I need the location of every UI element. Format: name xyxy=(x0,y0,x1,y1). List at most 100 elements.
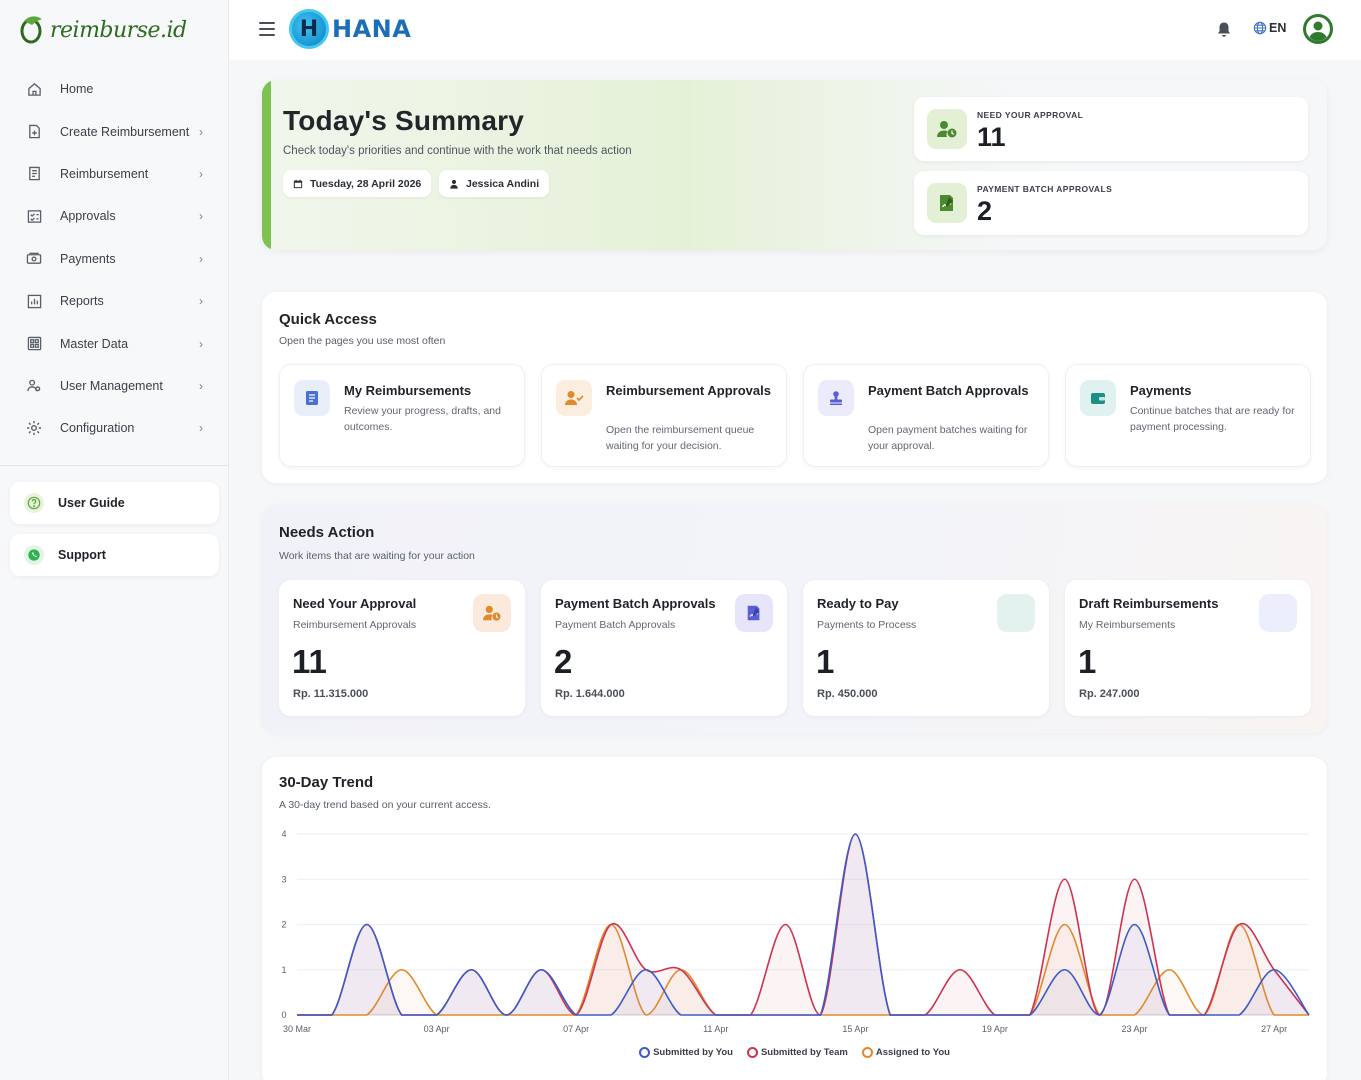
chevron-right-icon: › xyxy=(199,124,203,139)
quick-access-desc: Review your progress, drafts, and outcom… xyxy=(344,405,501,433)
needs-action-payment-batch-approvals[interactable]: Payment Batch Approvals Payment Batch Ap… xyxy=(541,580,787,716)
section-subtitle: Work items that are waiting for your act… xyxy=(279,550,475,562)
sidebar-item-payments[interactable]: Payments › xyxy=(0,238,229,280)
document-add-icon xyxy=(26,124,42,140)
section-subtitle: Open the pages you use most often xyxy=(279,335,446,347)
sidebar: reimburse.id Home Create Reimbursement ›… xyxy=(0,0,229,1080)
sidebar-item-home[interactable]: Home xyxy=(0,68,229,110)
quick-access-payments[interactable]: Payments Continue batches that are ready… xyxy=(1065,364,1311,467)
summary-subtitle: Check today's priorities and continue wi… xyxy=(283,145,632,157)
x-tick-label: 23 Apr xyxy=(1122,1024,1148,1034)
brand-name: HANA xyxy=(332,15,412,43)
sidebar-item-create-reimbursement[interactable]: Create Reimbursement › xyxy=(0,110,229,152)
stat-label: NEED YOUR APPROVAL xyxy=(977,110,1084,120)
chart-legend: Submitted by You Submitted by Team Assig… xyxy=(262,1047,1327,1058)
needs-action-ready-to-pay[interactable]: Ready to Pay Payments to Process 1 Rp. 4… xyxy=(803,580,1049,716)
summary-accent-bar xyxy=(262,80,271,250)
sidebar-item-reimbursement[interactable]: Reimbursement › xyxy=(0,153,229,195)
legend-marker xyxy=(639,1047,651,1058)
wallet-icon xyxy=(1080,380,1116,416)
sidebar-item-approvals[interactable]: Approvals › xyxy=(0,195,229,237)
card-title: Ready to Pay xyxy=(817,596,899,611)
whatsapp-icon xyxy=(24,545,44,565)
quick-access-my-reimbursements[interactable]: My Reimbursements Review your progress, … xyxy=(279,364,525,467)
section-title: Needs Action xyxy=(279,524,375,541)
card-count: 2 xyxy=(554,643,573,680)
card-title: Draft Reimbursements xyxy=(1079,596,1219,611)
quick-access-title: Payments xyxy=(1130,383,1192,398)
bell-icon[interactable] xyxy=(1216,21,1232,39)
support-button[interactable]: Support xyxy=(10,534,219,576)
brand-badge: H xyxy=(289,9,329,49)
quick-access-reimbursement-approvals[interactable]: Reimbursement Approvals Open the reimbur… xyxy=(541,364,787,467)
sidebar-item-label: Master Data xyxy=(60,336,129,351)
menu-toggle-icon[interactable] xyxy=(259,22,275,36)
legend-item-submitted-by-you[interactable]: Submitted by You xyxy=(639,1047,733,1058)
chevron-right-icon: › xyxy=(199,294,203,309)
needs-action-need-your-approval[interactable]: Need Your Approval Reimbursement Approva… xyxy=(279,580,525,716)
card-count: 1 xyxy=(1078,643,1097,680)
quick-access-desc: Open the reimbursement queue waiting for… xyxy=(606,424,755,452)
x-tick-label: 07 Apr xyxy=(563,1024,589,1034)
x-tick-label: 30 Mar xyxy=(283,1024,311,1034)
quick-access-desc: Open payment batches waiting for your ap… xyxy=(868,424,1028,452)
language-label: EN xyxy=(1269,21,1287,35)
y-tick-label: 2 xyxy=(281,920,286,930)
needs-action-draft-reimbursements[interactable]: Draft Reimbursements My Reimbursements 1… xyxy=(1065,580,1311,716)
quick-access-payment-batch-approvals[interactable]: Payment Batch Approvals Open payment bat… xyxy=(803,364,1049,467)
logo-text: reimburse.id xyxy=(50,17,187,43)
brand[interactable]: H HANA xyxy=(289,9,411,49)
quick-access-title: My Reimbursements xyxy=(344,383,472,398)
money-icon xyxy=(26,251,42,267)
card-count: 11 xyxy=(292,643,327,680)
user-icon xyxy=(450,179,458,189)
clipboard-icon xyxy=(294,380,330,416)
support-label: Support xyxy=(58,548,106,562)
sidebar-item-label: Configuration xyxy=(60,421,135,436)
x-tick-label: 11 Apr xyxy=(703,1024,728,1034)
chevron-right-icon: › xyxy=(199,251,203,266)
card-title: Need Your Approval xyxy=(293,596,417,611)
user-chip: Jessica Andini xyxy=(439,170,550,197)
legend-item-submitted-by-team[interactable]: Submitted by Team xyxy=(746,1047,848,1058)
card-subtitle: Payment Batch Approvals xyxy=(555,619,676,631)
legend-marker xyxy=(861,1047,873,1058)
sidebar-item-label: Reports xyxy=(60,294,104,309)
stat-payment-batch-approvals[interactable]: PAYMENT BATCH APPROVALS 2 xyxy=(914,171,1308,235)
legend-label: Submitted by Team xyxy=(760,1047,848,1058)
chevron-right-icon: › xyxy=(199,336,203,351)
series-line-submitted-by-you xyxy=(296,833,1310,1016)
sidebar-item-label: Approvals xyxy=(60,209,116,224)
legend-item-assigned-to-you[interactable]: Assigned to You xyxy=(861,1047,950,1058)
topbar: H HANA EN xyxy=(229,0,1361,60)
sidebar-item-label: Home xyxy=(60,82,94,97)
card-title: Payment Batch Approvals xyxy=(555,596,716,611)
sidebar-item-master-data[interactable]: Master Data › xyxy=(0,322,229,364)
calendar-icon xyxy=(293,179,303,188)
chevron-right-icon: › xyxy=(199,421,203,436)
section-subtitle: A 30-day trend based on your current acc… xyxy=(279,799,491,811)
y-tick-label: 1 xyxy=(281,965,286,975)
app-logo[interactable]: reimburse.id xyxy=(18,14,187,46)
stat-need-approval[interactable]: NEED YOUR APPROVAL 11 xyxy=(914,97,1308,161)
today-summary: Today's Summary Check today's priorities… xyxy=(262,80,1327,250)
section-title: 30-Day Trend xyxy=(279,774,374,791)
sidebar-item-user-management[interactable]: User Management › xyxy=(0,365,229,407)
user-guide-button[interactable]: User Guide xyxy=(10,482,219,524)
home-icon xyxy=(26,81,42,97)
card-subtitle: Payments to Process xyxy=(817,619,917,631)
sidebar-item-label: User Management xyxy=(60,378,163,393)
stat-label: PAYMENT BATCH APPROVALS xyxy=(977,184,1113,194)
chart-icon xyxy=(26,293,42,309)
trend-panel: 30-Day Trend A 30-day trend based on you… xyxy=(262,757,1327,1080)
stat-value: 11 xyxy=(977,122,1006,152)
avatar[interactable] xyxy=(1303,14,1333,44)
card-subtitle: Reimbursement Approvals xyxy=(293,619,417,631)
legend-label: Submitted by You xyxy=(653,1047,733,1058)
quick-access-panel: Quick Access Open the pages you use most… xyxy=(262,292,1327,483)
language-switcher[interactable]: EN xyxy=(1253,21,1286,35)
sidebar-item-configuration[interactable]: Configuration › xyxy=(0,407,229,449)
series-area-submitted-by-team xyxy=(297,834,1309,1015)
sidebar-item-reports[interactable]: Reports › xyxy=(0,280,229,322)
draft-icon xyxy=(1259,594,1297,632)
